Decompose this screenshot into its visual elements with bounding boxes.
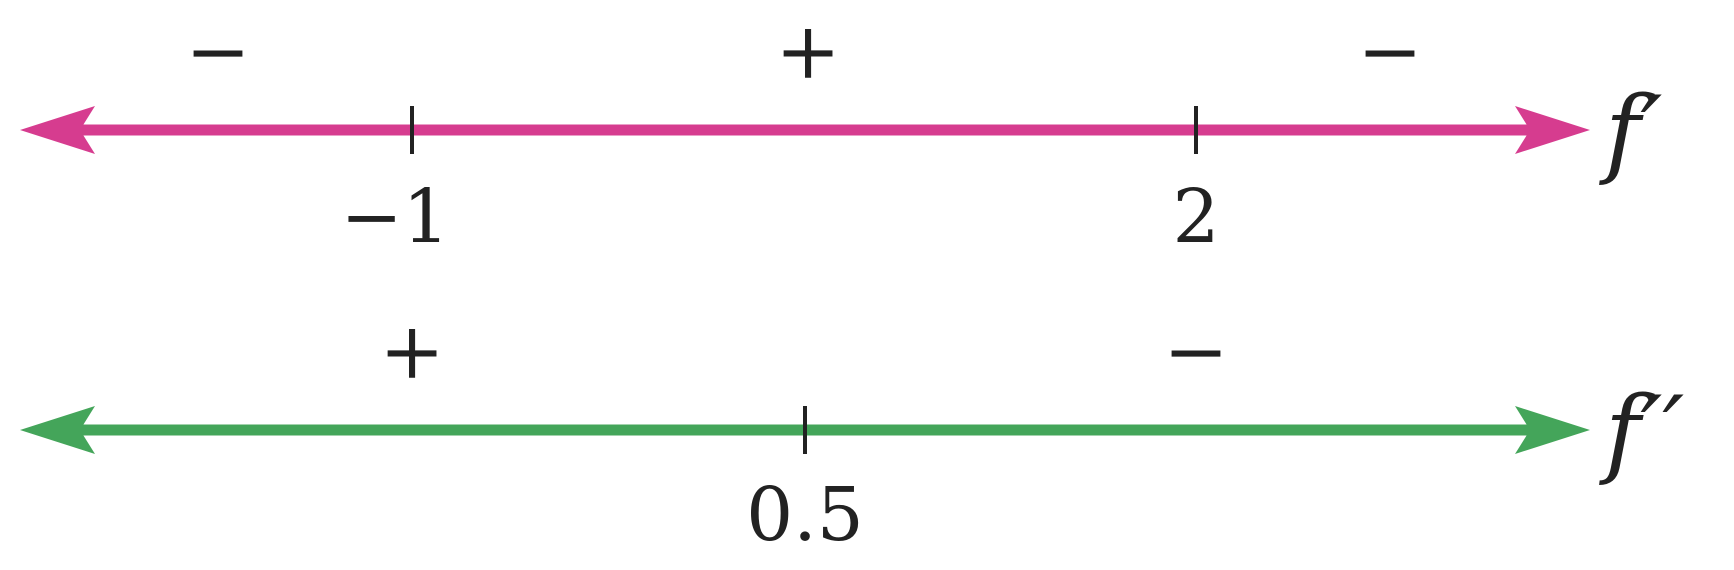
f-double-prime-label: f′′: [1599, 376, 1684, 488]
f-double-prime-right-arrowhead: [1515, 406, 1590, 454]
f-prime-sign-left: −: [185, 7, 250, 97]
f-prime-sign-middle: +: [775, 7, 840, 97]
f-double-prime-number-line: 0.5 + − f′′: [20, 307, 1684, 558]
f-double-prime-left-arrowhead: [20, 406, 95, 454]
f-double-prime-tick-label-half: 0.5: [746, 472, 864, 558]
f-prime-right-arrowhead: [1515, 106, 1590, 154]
f-prime-number-line: −1 2 − + − f′: [20, 7, 1663, 260]
f-double-prime-sign-left: +: [379, 307, 444, 397]
f-prime-sign-right: −: [1357, 7, 1422, 97]
f-prime-label: f′: [1599, 76, 1663, 188]
f-prime-tick-label-two: 2: [1172, 174, 1219, 260]
f-prime-tick-label-minus-one: −1: [340, 174, 449, 260]
f-prime-left-arrowhead: [20, 106, 95, 154]
f-double-prime-sign-right: −: [1163, 307, 1228, 397]
